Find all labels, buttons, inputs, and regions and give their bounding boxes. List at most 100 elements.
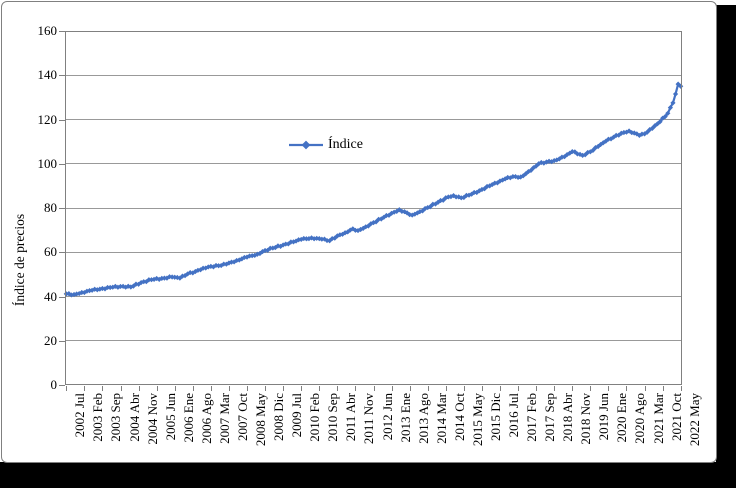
x-axis-label: 2016 Jul	[505, 393, 521, 438]
gridline-100	[65, 163, 682, 165]
gridline-20	[65, 340, 682, 342]
x-axis-tick	[247, 386, 248, 391]
x-axis-tick	[680, 386, 682, 391]
x-axis-tick	[192, 386, 194, 391]
chart-canvas: 0 20 40 60 80 100 120 140 160 2002 Jul 2003 Feb 20…	[1, 1, 717, 463]
y-axis-label: 140	[37, 67, 58, 83]
y-axis-tick	[59, 119, 65, 121]
x-axis-tick	[644, 386, 646, 391]
x-axis-label: 2007 Oct	[234, 393, 250, 442]
y-axis-label: 100	[37, 155, 58, 171]
plot-border	[65, 31, 682, 385]
x-axis-label: 2014 Mar	[433, 393, 449, 444]
y-axis-label: 60	[44, 244, 57, 260]
gridline-80	[65, 207, 682, 209]
x-axis-label: 2017 Sep	[542, 393, 558, 442]
y-axis-tick	[59, 31, 65, 32]
x-axis-tick	[608, 386, 610, 391]
x-axis-label: 2008 May	[253, 393, 268, 447]
y-axis-label: 20	[44, 332, 57, 348]
x-axis-tick	[120, 386, 122, 391]
x-axis-tick	[463, 386, 465, 391]
y-axis-label: 160	[37, 23, 58, 38]
x-axis-label: 2020 Ago	[632, 393, 648, 444]
y-axis-tick	[59, 340, 65, 342]
window-shadow-right	[716, 5, 736, 488]
x-axis-label: 2011 Nov	[361, 393, 377, 445]
y-axis-tick	[59, 296, 65, 298]
x-axis-label: 2017 Feb	[524, 393, 540, 442]
x-axis-tick	[536, 386, 538, 391]
x-axis-tick	[156, 386, 158, 391]
x-axis-label: 2004 Abr	[126, 393, 142, 442]
x-axis-tick	[481, 386, 483, 391]
x-axis-label: 2006 Ene	[180, 393, 196, 443]
legend-label: Índice	[328, 137, 363, 152]
gridline-120	[65, 119, 682, 120]
x-axis-tick	[518, 386, 520, 391]
y-axis-title: Índice de precios	[12, 213, 27, 307]
x-axis-label: 2002 Jul	[72, 393, 88, 438]
x-axis-label: 2004 Nov	[144, 393, 160, 445]
y-axis-label: 120	[37, 111, 58, 127]
y-axis-tick	[59, 208, 65, 209]
x-axis-label: 2022 May	[686, 393, 702, 447]
x-axis-tick	[66, 386, 68, 391]
gridline-60	[65, 251, 682, 253]
x-axis-tick	[391, 386, 393, 391]
x-axis-tick	[210, 386, 212, 391]
x-axis-tick	[626, 386, 628, 391]
x-axis-tick	[409, 386, 411, 391]
x-axis-label: 2018 Abr	[560, 393, 576, 442]
x-axis-label: 2003 Sep	[108, 393, 124, 442]
x-axis-label: 2007 Mar	[216, 393, 232, 444]
x-axis-tick	[174, 386, 176, 391]
legend: Índice	[288, 135, 363, 155]
x-axis-label: 2013 Ene	[397, 393, 413, 443]
x-axis-tick	[283, 386, 285, 391]
x-axis-tick	[102, 386, 104, 391]
window-shadow-bottom	[0, 462, 736, 488]
x-axis-tick	[265, 386, 267, 391]
x-axis-label: 2014 Oct	[451, 393, 467, 442]
x-axis-label: 2003 Feb	[90, 393, 106, 442]
plot-area	[63, 81, 684, 298]
x-axis-tick	[337, 386, 339, 391]
x-axis-label: 2005 Jun	[162, 393, 178, 441]
x-axis-tick	[572, 386, 574, 391]
x-axis-label: 2015 Dic	[487, 393, 503, 442]
x-axis-label: 2021 Mar	[650, 393, 666, 444]
x-axis-label: 2018 Nov	[578, 393, 594, 445]
x-axis-tick	[445, 386, 447, 391]
y-axis-tick	[59, 75, 65, 77]
x-axis-tick	[138, 386, 140, 391]
y-axis-tick	[59, 163, 65, 165]
y-axis-tick	[59, 252, 65, 254]
y-axis-label: 80	[44, 200, 57, 215]
x-axis-label: 2020 Ene	[614, 393, 630, 443]
x-axis-label: 2011 Abr	[343, 393, 359, 442]
x-axis-tick	[554, 386, 556, 391]
x-axis-tick	[373, 386, 375, 391]
x-axis-label: 2006 Ago	[198, 393, 214, 444]
x-axis-tick	[301, 386, 303, 391]
x-axis-tick	[228, 386, 230, 391]
y-axis-tick	[59, 385, 65, 386]
x-axis-tick	[84, 386, 86, 391]
x-axis-label: 2008 Dic	[271, 393, 287, 442]
x-axis-tick	[590, 386, 592, 391]
x-axis-label: 2015 May	[469, 393, 485, 447]
legend-marker-icon	[289, 140, 323, 150]
x-axis-label: 2013 Ago	[415, 393, 431, 444]
x-axis-label: 2019 Jun	[596, 393, 612, 441]
x-axis-tick	[355, 386, 357, 391]
gridline-140	[65, 74, 682, 76]
gridline-40	[65, 296, 682, 297]
y-axis-label: 40	[44, 288, 57, 304]
y-axis-label: 0	[50, 377, 58, 392]
x-axis-tick	[662, 386, 664, 391]
x-axis-tick	[499, 386, 501, 391]
x-axis-label: 2021 Oct	[668, 393, 684, 442]
x-axis-label: 2009 Jul	[289, 393, 305, 438]
